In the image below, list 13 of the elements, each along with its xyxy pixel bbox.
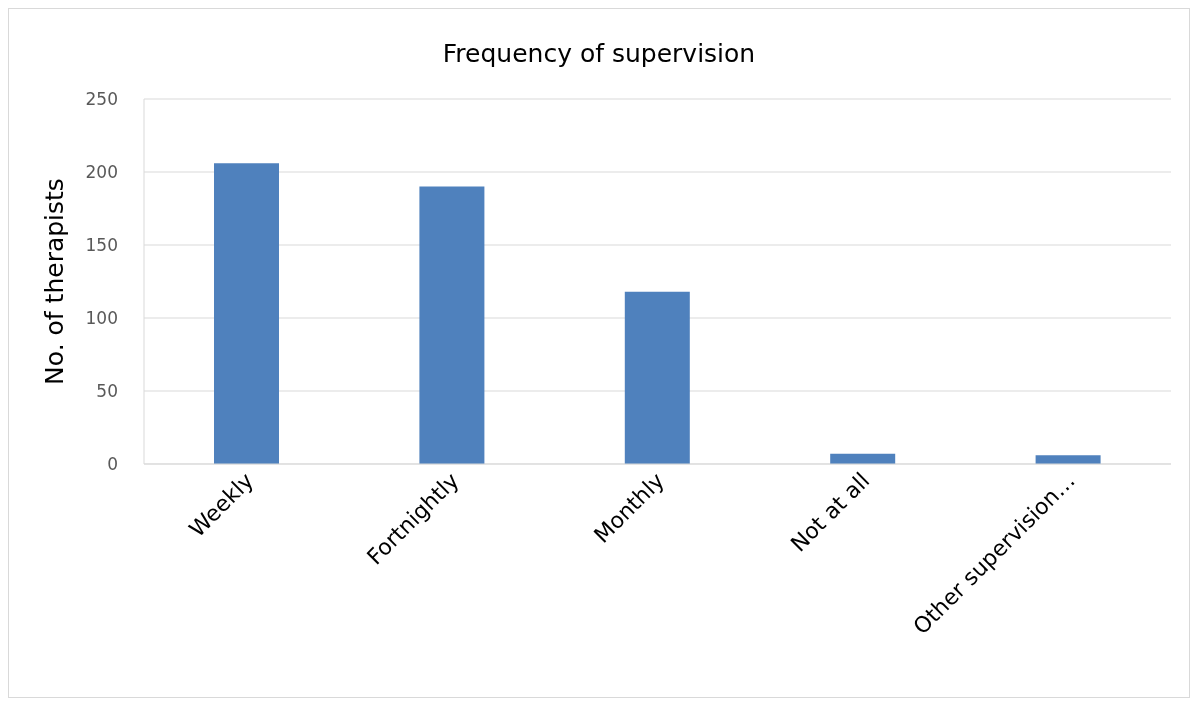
y-tick-label: 0 [107,454,118,475]
x-tick-label: Not at all [785,467,875,557]
y-axis-title: No. of therapists [39,178,69,385]
bar [1035,455,1101,464]
y-tick-label: 50 [96,381,118,402]
y-tick-label: 200 [85,162,118,183]
bar [214,163,279,464]
chart-title: Frequency of supervision [441,39,757,68]
bar [419,186,485,464]
y-tick-label: 100 [85,308,118,329]
y-tick-label: 250 [85,89,118,110]
bar [624,291,690,464]
y-tick-label: 150 [85,235,118,256]
